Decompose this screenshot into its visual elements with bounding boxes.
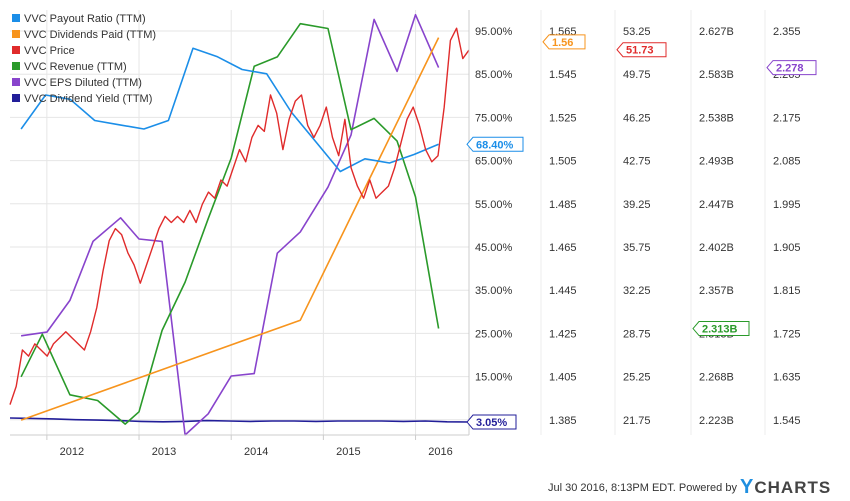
footer: Jul 30 2016, 8:13PM EDT. Powered by YCHA… — [548, 476, 831, 499]
value-tag-label: 2.313B — [702, 324, 738, 336]
series-layer — [9, 13, 470, 436]
value-tag-label: 68.40% — [476, 139, 514, 151]
y-tick-label-percent: 65.00% — [475, 156, 513, 168]
value-tag — [466, 136, 524, 152]
y-tick-label-revenue: 2.447B — [699, 199, 734, 211]
x-tick-label: 2012 — [60, 446, 84, 458]
value-tag-label: 51.73 — [626, 45, 654, 57]
plot-area — [10, 10, 469, 435]
legend-entry: VVC Price — [24, 45, 75, 57]
axis-layer: 2012 2013 2014 2015 2016 95.00% 85.00% 75.00% 65… — [10, 10, 801, 458]
y-tick-label-eps: 1.815 — [773, 285, 801, 297]
y-tick-label-price: 53.25 — [623, 26, 651, 38]
y-tick-label-dividends: 1.445 — [549, 285, 577, 297]
value-tag — [542, 34, 586, 50]
y-tick-label-revenue: 2.268B — [699, 372, 734, 384]
y-tick-label-dividends: 1.485 — [549, 199, 577, 211]
y-tick-label-dividends: 1.465 — [549, 242, 577, 254]
value-tag — [766, 60, 817, 76]
y-tick-label-eps: 1.725 — [773, 328, 801, 340]
legend-entry: VVC Revenue (TTM) — [24, 61, 127, 73]
timestamp: Jul 30 2016, 8:13PM EDT. — [548, 482, 676, 494]
grid — [10, 10, 766, 435]
y-tick-label-percent: 75.00% — [475, 112, 513, 124]
value-tag — [692, 321, 750, 337]
y-tick-label-revenue: 2.357B — [699, 285, 734, 297]
legend-entry: VVC Dividends Paid (TTM) — [24, 29, 156, 41]
x-tick-label: 2013 — [152, 446, 176, 458]
value-tag-label: 2.278 — [776, 63, 804, 75]
y-tick-label-dividends: 1.385 — [549, 415, 577, 427]
y-tick-label-revenue: 2.402B — [699, 242, 734, 254]
y-tick-label-price: 21.75 — [623, 415, 651, 427]
x-tick-label: 2014 — [244, 446, 268, 458]
y-tick-label-percent: 25.00% — [475, 328, 513, 340]
value-tag — [466, 414, 517, 430]
y-tick-label-price: 39.25 — [623, 199, 651, 211]
ycharts-logo[interactable]: YCHARTS — [740, 476, 832, 498]
series-line — [9, 417, 470, 423]
y-tick-label-price: 42.75 — [623, 156, 651, 168]
y-tick-label-price: 49.75 — [623, 69, 651, 81]
y-tick-label-dividends: 1.545 — [549, 69, 577, 81]
legend-swatch — [12, 94, 20, 102]
y-tick-label-eps: 1.545 — [773, 415, 801, 427]
y-tick-label-price: 35.75 — [623, 242, 651, 254]
legend-swatch — [12, 30, 20, 38]
value-tag — [616, 42, 667, 58]
legend-swatch — [12, 62, 20, 70]
series-line — [9, 27, 470, 405]
powered-by: Powered by — [678, 482, 737, 494]
y-tick-label-percent: 35.00% — [475, 285, 513, 297]
series-line — [20, 13, 440, 436]
y-tick-label-percent: 95.00% — [475, 26, 513, 38]
y-tick-label-revenue: 2.627B — [699, 26, 734, 38]
legend-swatch — [12, 46, 20, 54]
y-tick-label-revenue: 2.493B — [699, 156, 734, 168]
y-tick-label-revenue: 2.538B — [699, 112, 734, 124]
y-tick-label-eps: 2.175 — [773, 112, 801, 124]
y-tick-label-dividends: 1.425 — [549, 328, 577, 340]
y-tick-label-price: 32.25 — [623, 285, 651, 297]
legend-swatch — [12, 78, 20, 86]
y-tick-label-dividends: 1.505 — [549, 156, 577, 168]
value-tag-label: 1.56 — [552, 37, 573, 49]
y-tick-label-dividends: 1.405 — [549, 372, 577, 384]
y-tick-label-percent: 15.00% — [475, 372, 513, 384]
x-tick-label: 2015 — [336, 446, 360, 458]
series-line — [20, 22, 440, 425]
y-tick-label-eps: 2.355 — [773, 26, 801, 38]
y-tick-label-eps: 1.635 — [773, 372, 801, 384]
y-tick-label-price: 28.75 — [623, 328, 651, 340]
tag-layer: 1.56 51.73 68.40% 2.313B 2.278 3.05% — [466, 34, 817, 430]
legend-swatch — [12, 14, 20, 22]
y-tick-label-revenue: 2.223B — [699, 415, 734, 427]
y-tick-label-price: 46.25 — [623, 112, 651, 124]
legend: VVC Payout Ratio (TTM) VVC Dividends Paid… — [12, 13, 156, 105]
y-tick-label-revenue: 2.583B — [699, 69, 734, 81]
x-tick-label: 2016 — [428, 446, 452, 458]
series-line — [20, 47, 439, 173]
y-tick-label-eps: 1.905 — [773, 242, 801, 254]
ycharts-logo-y: Y — [740, 476, 755, 498]
y-tick-label-percent: 85.00% — [475, 69, 513, 81]
y-tick-label-percent: 55.00% — [475, 199, 513, 211]
legend-entry: VVC EPS Diluted (TTM) — [24, 77, 142, 89]
y-tick-label-dividends: 1.525 — [549, 112, 577, 124]
legend-entry: VVC Dividend Yield (TTM) — [24, 93, 152, 105]
y-tick-label-percent: 45.00% — [475, 242, 513, 254]
legend-entry: VVC Payout Ratio (TTM) — [24, 13, 146, 25]
y-tick-label-eps: 1.995 — [773, 199, 801, 211]
value-tag-label: 3.05% — [476, 417, 507, 429]
y-tick-label-eps: 2.085 — [773, 156, 801, 168]
y-tick-label-price: 25.25 — [623, 372, 651, 384]
ycharts-logo-rest: CHARTS — [754, 478, 832, 497]
series-line — [20, 37, 440, 421]
